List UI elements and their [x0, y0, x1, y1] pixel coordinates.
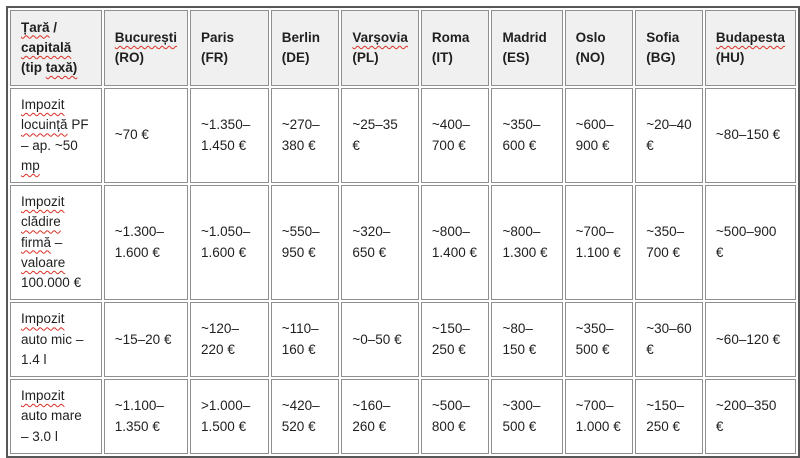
- tax-comparison-table: Țară / capitală (tip taxă) București (RO…: [6, 6, 800, 458]
- value-cell: ~20–40 €: [635, 88, 703, 183]
- value-cell: ~550–950 €: [270, 185, 340, 301]
- value-cell: ~30–60 €: [635, 302, 703, 377]
- column-header-bucuresti: București (RO): [103, 10, 189, 86]
- value-cell: ~150–250 €: [420, 302, 490, 377]
- value-cell: ~420–520 €: [270, 379, 340, 454]
- column-header-varsovia: Varșovia (PL): [341, 10, 419, 86]
- column-header-madrid: Madrid (ES): [491, 10, 563, 86]
- value-cell: ~700–1.000 €: [564, 379, 634, 454]
- row-label-cell: Impozit auto mic – 1.4 l: [10, 302, 102, 377]
- value-cell: ~60–120 €: [704, 302, 796, 377]
- misspelled-word: Impozit: [21, 311, 65, 327]
- table-row-impozit-locuinta: Impozit locuință PF – ap. ~50 mp ~70 € ~…: [10, 88, 796, 183]
- misspelled-word: Impozit: [21, 388, 65, 404]
- misspelled-word: Impozit: [21, 97, 65, 112]
- column-header-paris: Paris (FR): [190, 10, 269, 86]
- value-cell: ~400–700 €: [420, 88, 490, 183]
- misspelled-word: taxă): [45, 60, 78, 76]
- value-cell: ~0–50 €: [341, 302, 419, 377]
- value-cell: ~15–20 €: [103, 302, 189, 377]
- table-row-impozit-cladire: Impozit clădire firmă – valoare 100.000 …: [10, 185, 796, 301]
- value-cell: ~350–600 €: [491, 88, 563, 183]
- column-header-berlin: Berlin (DE): [270, 10, 340, 86]
- table-row-impozit-auto-mic: Impozit auto mic – 1.4 l ~15–20 € ~120–2…: [10, 302, 796, 377]
- value-cell: ~320–650 €: [341, 185, 419, 301]
- value-cell: ~80–150 €: [491, 302, 563, 377]
- value-cell: ~600–900 €: [564, 88, 634, 183]
- value-cell: ~800–1.400 €: [420, 185, 490, 301]
- header-row: Țară / capitală (tip taxă) București (RO…: [10, 10, 796, 86]
- value-cell: >1.000–1.500 €: [190, 379, 269, 454]
- table-row-impozit-auto-mare: Impozit auto mare – 3.0 l ~1.100–1.350 €…: [10, 379, 796, 454]
- row-label-cell: Impozit auto mare – 3.0 l: [10, 379, 102, 454]
- value-cell: ~150–250 €: [635, 379, 703, 454]
- row-label-cell: Impozit clădire firmă – valoare 100.000 …: [10, 185, 102, 301]
- misspelled-word: clădire: [21, 214, 61, 230]
- value-cell: ~70 €: [103, 88, 189, 183]
- value-cell: ~25–35 €: [341, 88, 419, 183]
- misspelled-word: Țară: [21, 19, 50, 35]
- value-cell: ~270–380 €: [270, 88, 340, 183]
- value-cell: ~1.050–1.600 €: [190, 185, 269, 301]
- value-cell: ~800–1.300 €: [491, 185, 563, 301]
- misspelled-word: Budapesta: [715, 29, 785, 45]
- column-header-sofia: Sofia (BG): [635, 10, 703, 86]
- value-cell: ~160–260 €: [341, 379, 419, 454]
- value-cell: ~300–500 €: [491, 379, 563, 454]
- misspelled-word: Impozit: [21, 194, 65, 209]
- misspelled-word: firmă: [21, 234, 51, 250]
- value-cell: ~500–800 €: [420, 379, 490, 454]
- misspelled-word: locuință: [21, 117, 68, 133]
- row-label-cell: Impozit locuință PF – ap. ~50 mp: [10, 88, 102, 183]
- misspelled-word: capitală: [21, 39, 72, 55]
- misspelled-word: mp: [21, 157, 40, 173]
- column-header-tara-capitala: Țară / capitală (tip taxă): [10, 10, 102, 86]
- value-cell: ~120–220 €: [190, 302, 269, 377]
- value-cell: ~1.350–1.450 €: [190, 88, 269, 183]
- value-cell: ~700–1.100 €: [564, 185, 634, 301]
- value-cell: ~80–150 €: [704, 88, 796, 183]
- misspelled-word: București: [114, 29, 178, 45]
- value-cell: ~110–160 €: [270, 302, 340, 377]
- misspelled-word: Varșovia: [352, 29, 408, 45]
- value-cell: ~500–900 €: [704, 185, 796, 301]
- value-cell: ~350–500 €: [564, 302, 634, 377]
- value-cell: ~200–350 €: [704, 379, 796, 454]
- column-header-budapesta: Budapesta (HU): [704, 10, 796, 86]
- value-cell: ~1.300–1.600 €: [103, 185, 189, 301]
- value-cell: ~1.100–1.350 €: [103, 379, 189, 454]
- column-header-oslo: Oslo (NO): [564, 10, 634, 86]
- value-cell: ~350–700 €: [635, 185, 703, 301]
- misspelled-word: valoare: [21, 254, 66, 270]
- column-header-roma: Roma (IT): [420, 10, 490, 86]
